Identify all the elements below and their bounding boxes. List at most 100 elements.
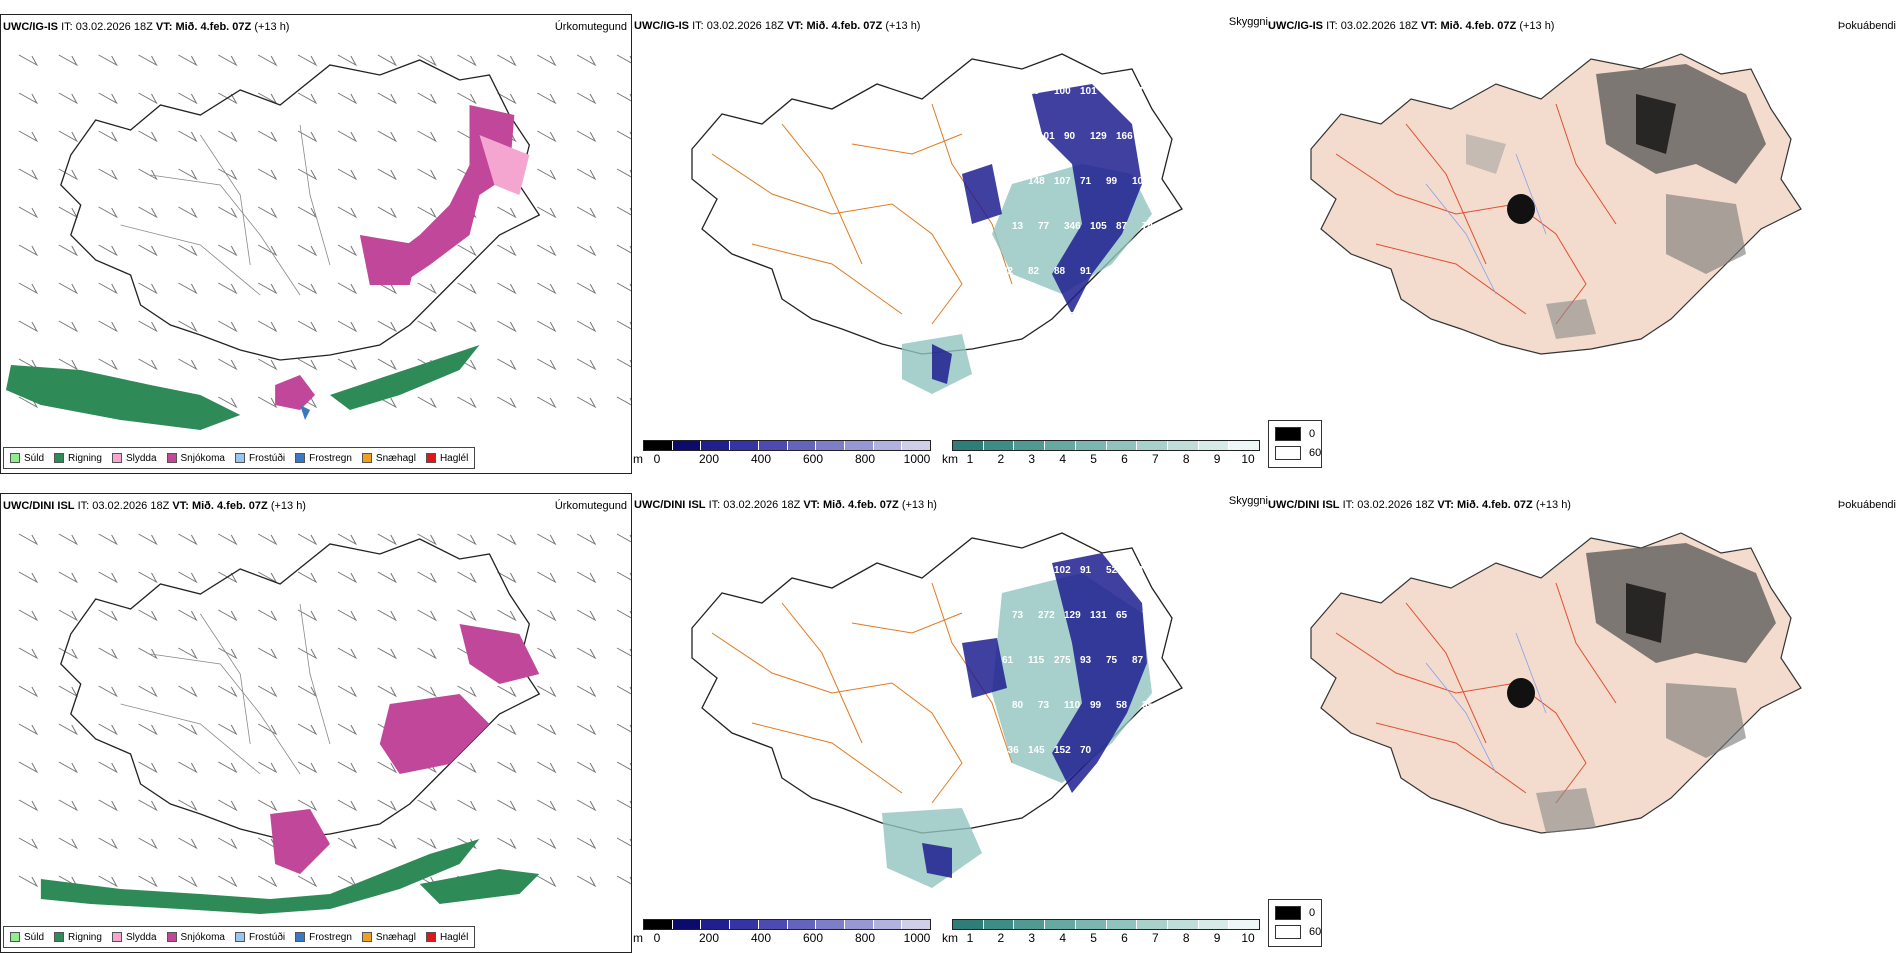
- wind-barb: [218, 358, 238, 371]
- wind-barb: [417, 320, 437, 333]
- wind-barb: [576, 647, 597, 660]
- wind-barb: [257, 761, 278, 774]
- wind-barb: [18, 206, 39, 219]
- wind-barb: [138, 761, 158, 774]
- wind-barb: [417, 609, 437, 622]
- wind-barb: [377, 685, 398, 698]
- wind-barb: [497, 571, 517, 584]
- colorbar-segment: [1198, 920, 1230, 929]
- visibility-value-label: 122: [1012, 131, 1029, 142]
- wind-barb: [218, 647, 238, 660]
- colorbar-segment: [787, 920, 817, 929]
- elevation-colorbar-fill: [643, 919, 931, 930]
- wind-barb: [377, 799, 398, 812]
- elevation-colorbar: m 0 200 400 600 800 1000: [633, 438, 935, 468]
- colorbar-segment: [953, 441, 984, 450]
- wind-barb: [178, 54, 198, 67]
- colorbar-tick-label: 3: [1028, 452, 1036, 466]
- wind-barb: [537, 206, 557, 219]
- legend-swatch: [54, 932, 65, 942]
- visibility-value-label: 152: [1054, 745, 1071, 756]
- colorbar-tick-label: 5: [1090, 931, 1097, 945]
- visibility-value-label: 91: [1080, 565, 1092, 576]
- wind-barb: [178, 282, 198, 295]
- visibility-value-label: 65: [1064, 311, 1076, 322]
- colorbar-tick-label: 9: [1213, 931, 1221, 945]
- iceland-outline: [691, 532, 1183, 834]
- colorbar-segment: [787, 441, 817, 450]
- visibility-value-label: 136: [1002, 745, 1019, 756]
- wind-barb: [297, 92, 318, 105]
- colorbar-segment: [1229, 441, 1260, 450]
- visibility-value-label: 73: [1012, 610, 1024, 621]
- wind-barb: [417, 54, 437, 67]
- wind-barb: [178, 533, 198, 546]
- wind-barb: [178, 647, 198, 660]
- wind-barb: [337, 54, 358, 67]
- colorbar-segment: [844, 441, 874, 450]
- wind-barb: [58, 206, 79, 219]
- wind-barb: [297, 685, 318, 698]
- colorbar-tick-label: 0: [653, 452, 661, 466]
- colorbar-tick-label: 800: [854, 452, 876, 466]
- colorbar-segment: [1167, 441, 1199, 450]
- visibility-map: 217 88 100 101 124 47 122 101 90 129 166 13 84 148 107…: [691, 53, 1183, 394]
- wind-barb: [616, 837, 631, 847]
- wind-barb: [138, 571, 158, 584]
- wind-barb: [218, 799, 238, 812]
- visibility-value-label: 145: [1028, 745, 1045, 756]
- colorbar-segment: [644, 441, 673, 450]
- wind-barb: [297, 609, 318, 622]
- wind-barb: [417, 837, 437, 850]
- legend-item: Frostúði: [234, 453, 285, 464]
- wind-barb: [417, 685, 437, 698]
- wind-barb: [576, 761, 597, 774]
- wind-barb: [178, 206, 198, 219]
- colorbar-segment: [902, 441, 931, 450]
- wind-barb: [417, 396, 437, 409]
- wind-barb: [537, 54, 557, 67]
- colorbar-segment: [1198, 441, 1230, 450]
- wind-barb: [138, 799, 158, 812]
- visibility-value-label: 88: [1054, 266, 1066, 277]
- wind-barb: [377, 609, 398, 622]
- wind-barb: [377, 130, 398, 143]
- fog-map: [1310, 532, 1802, 834]
- wind-barb: [18, 282, 39, 295]
- wind-barb: [98, 168, 118, 181]
- wind-barb: [576, 396, 597, 409]
- wind-barb: [537, 647, 557, 660]
- colorbar-tick-label: 10: [1241, 931, 1255, 945]
- visibility-value-label: 35: [1142, 700, 1154, 711]
- wind-barb: [178, 799, 198, 812]
- wind-barb: [576, 799, 597, 812]
- colorbar-segment: [983, 441, 1015, 450]
- wind-barb: [616, 647, 631, 657]
- colorbar-tick-label: 200: [698, 452, 720, 466]
- precip-type-legend: Súld Rigning Slydda Snjókoma Frostúði Fr…: [3, 447, 476, 469]
- wind-barb: [377, 206, 398, 219]
- wind-barb: [218, 837, 238, 850]
- cloud-base-colorbar-fill: [952, 919, 1260, 930]
- wind-barb: [218, 168, 238, 181]
- wind-barb: [178, 244, 198, 257]
- visibility-value-label: 105: [1090, 221, 1107, 232]
- wind-barb: [58, 92, 79, 105]
- wind-barb: [497, 723, 517, 736]
- wind-barb: [576, 609, 597, 622]
- wind-barb: [616, 571, 631, 581]
- wind-barb: [537, 244, 557, 257]
- wind-barb: [138, 609, 158, 622]
- wind-barb: [178, 358, 198, 371]
- precip-map: [5, 54, 631, 430]
- wind-barb: [98, 761, 118, 774]
- wind-barb: [497, 92, 517, 105]
- wind-barb: [58, 647, 79, 660]
- elevation-unit: m: [633, 931, 643, 945]
- wind-barb: [257, 320, 278, 333]
- panel-fog-indicator-dini: UWC/DINI ISL IT: 03.02.2026 18Z VT: Mið.…: [1266, 493, 1900, 953]
- wind-barb: [497, 761, 517, 774]
- colorbar-segment: [701, 441, 731, 450]
- wind-barb: [457, 244, 477, 257]
- wind-barb: [576, 282, 597, 295]
